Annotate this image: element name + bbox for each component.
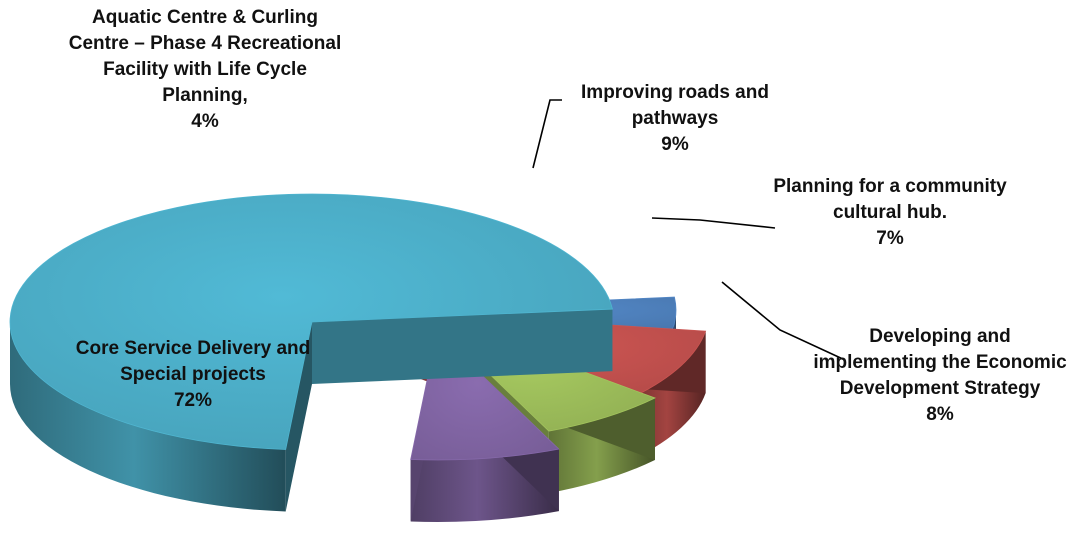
- slice-label-cultural-hub-text: Planning for a community cultural hub.: [770, 174, 1010, 226]
- slice-label-economic-text: Developing and implementing the Economic…: [805, 324, 1075, 402]
- slice-label-economic: Developing and implementing the Economic…: [805, 324, 1075, 428]
- slice-label-cultural-hub-pct: 7%: [770, 226, 1010, 252]
- slice-label-roads-pct: 9%: [545, 132, 805, 158]
- slice-label-core: Core Service Delivery and Special projec…: [62, 336, 324, 414]
- slice-label-core-pct: 72%: [62, 388, 324, 414]
- leader-cultural-hub: [652, 218, 775, 228]
- slice-label-economic-pct: 8%: [805, 402, 1075, 428]
- slice-label-roads: Improving roads and pathways 9%: [545, 80, 805, 158]
- slice-label-core-text: Core Service Delivery and Special projec…: [62, 336, 324, 388]
- slice-label-aquatic-pct: 4%: [60, 109, 350, 135]
- slice-label-roads-text: Improving roads and pathways: [545, 80, 805, 132]
- slice-label-aquatic: Aquatic Centre & Curling Centre – Phase …: [60, 5, 350, 135]
- slice-label-cultural-hub: Planning for a community cultural hub. 7…: [770, 174, 1010, 252]
- slice-label-aquatic-text: Aquatic Centre & Curling Centre – Phase …: [60, 5, 350, 109]
